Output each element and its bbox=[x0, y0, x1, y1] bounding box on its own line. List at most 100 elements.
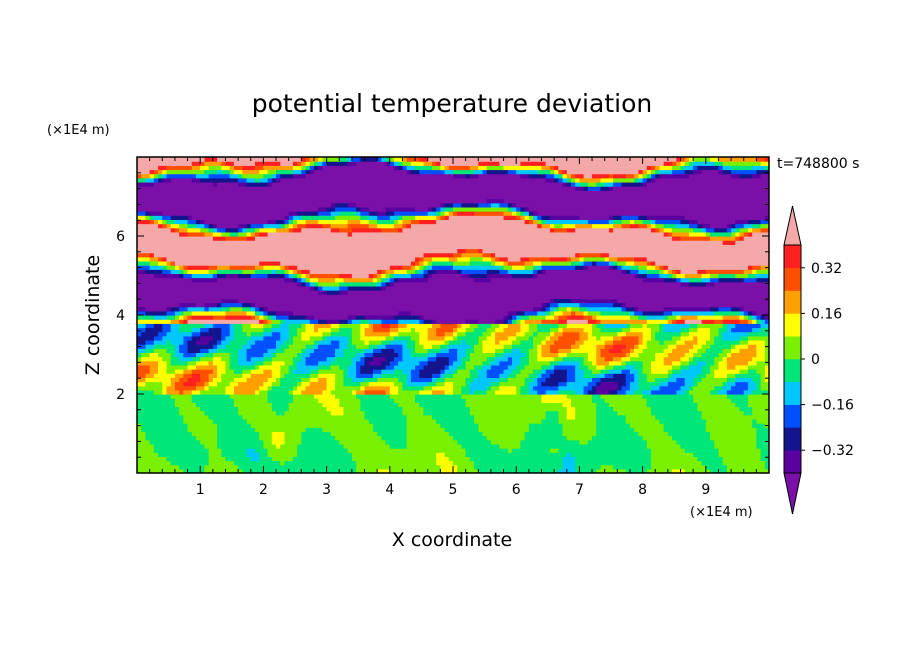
contour-cell bbox=[503, 315, 509, 320]
contour-cell bbox=[756, 369, 766, 374]
contour-cell bbox=[217, 269, 243, 275]
contour-cell bbox=[592, 260, 597, 266]
contour-cell bbox=[457, 348, 467, 354]
contour-cell bbox=[646, 402, 698, 408]
contour-cell bbox=[195, 352, 206, 358]
contour-cell bbox=[233, 402, 273, 408]
contour-cell bbox=[292, 456, 353, 462]
contour-cell bbox=[722, 165, 732, 171]
contour-cell bbox=[267, 219, 277, 225]
contour-cell bbox=[587, 310, 602, 316]
contour-cell bbox=[335, 385, 361, 391]
contour-cell bbox=[229, 306, 243, 312]
contour-cell bbox=[356, 202, 441, 208]
contour-cell bbox=[693, 385, 715, 391]
contour-cell bbox=[318, 211, 332, 216]
contour-cell bbox=[149, 169, 155, 175]
contour-cell bbox=[246, 331, 252, 337]
contour-cell bbox=[250, 373, 273, 378]
contour-cell bbox=[431, 319, 437, 324]
contour-cell bbox=[629, 265, 639, 270]
contour-cell bbox=[322, 157, 340, 162]
contour-cell bbox=[254, 231, 260, 237]
contour-cell bbox=[322, 223, 332, 229]
contour-cell bbox=[646, 344, 669, 349]
contour-cell bbox=[520, 327, 530, 333]
contour-cell bbox=[436, 327, 454, 333]
contour-cell bbox=[381, 273, 387, 279]
contour-cell bbox=[212, 227, 218, 233]
contour-cell bbox=[718, 331, 724, 337]
contour-cell bbox=[638, 315, 648, 320]
colorbar-label: 0 bbox=[811, 352, 820, 368]
contour-cell bbox=[545, 269, 623, 275]
contour-cell bbox=[326, 377, 336, 383]
contour-cell bbox=[621, 269, 627, 275]
contour-cell bbox=[621, 181, 644, 187]
contour-cell bbox=[360, 206, 370, 212]
contour-cell bbox=[183, 369, 193, 374]
contour-cell bbox=[423, 252, 454, 258]
contour-cell bbox=[217, 169, 222, 175]
contour-cell bbox=[760, 373, 766, 378]
contour-cell bbox=[465, 398, 543, 403]
contour-cell bbox=[292, 394, 315, 399]
contour-cell bbox=[217, 369, 227, 374]
contour-cell bbox=[541, 306, 547, 312]
contour-cell bbox=[524, 352, 530, 358]
contour-cell bbox=[651, 448, 686, 453]
contour-cell bbox=[200, 227, 210, 233]
contour-cell bbox=[166, 169, 206, 175]
contour-cell bbox=[267, 452, 298, 457]
contour-cell bbox=[516, 202, 769, 208]
contour-cell bbox=[368, 211, 378, 216]
contour-cell bbox=[718, 448, 762, 453]
contour-cell bbox=[153, 315, 168, 320]
contour-cell bbox=[596, 344, 606, 349]
contour-cell bbox=[427, 265, 433, 270]
contour-cell bbox=[158, 364, 168, 370]
contour-cell bbox=[217, 277, 286, 283]
contour-cell bbox=[351, 231, 665, 237]
contour-cell bbox=[204, 323, 214, 329]
contour-cell bbox=[200, 335, 214, 341]
contour-cell bbox=[398, 327, 412, 333]
contour-cell bbox=[431, 206, 437, 212]
contour-cell bbox=[170, 327, 180, 333]
contour-cell bbox=[330, 389, 353, 395]
contour-cell bbox=[680, 281, 690, 287]
contour-cell bbox=[562, 181, 568, 187]
contour-cell bbox=[137, 173, 142, 179]
contour-cell bbox=[760, 448, 769, 453]
contour-cell bbox=[406, 418, 437, 424]
contour-cell bbox=[137, 273, 155, 279]
contour-cell bbox=[710, 344, 732, 349]
contour-cell bbox=[238, 348, 248, 354]
contour-cell bbox=[608, 369, 623, 374]
contour-cell bbox=[570, 181, 576, 187]
contour-cell bbox=[688, 277, 703, 283]
contour-cell bbox=[533, 211, 538, 216]
contour-cell bbox=[625, 352, 631, 358]
contour-cell bbox=[646, 181, 769, 187]
contour-cell bbox=[221, 373, 243, 378]
contour-cell bbox=[389, 265, 404, 270]
contour-cell bbox=[158, 360, 168, 366]
contour-cell bbox=[174, 348, 180, 354]
contour-cell bbox=[495, 319, 505, 324]
contour-cell bbox=[693, 227, 703, 233]
contour-cell bbox=[638, 269, 648, 275]
contour-cell bbox=[663, 427, 707, 433]
contour-cell bbox=[267, 177, 273, 183]
contour-cell bbox=[254, 364, 260, 370]
contour-cell bbox=[583, 389, 589, 395]
contour-cell bbox=[520, 348, 530, 354]
contour-cell bbox=[263, 381, 273, 387]
contour-cell bbox=[511, 348, 522, 354]
contour-cell bbox=[714, 373, 728, 378]
contour-cell bbox=[444, 202, 454, 208]
contour-cell bbox=[364, 339, 370, 345]
contour-cell bbox=[646, 269, 661, 275]
contour-cell bbox=[191, 431, 218, 437]
contour-cell bbox=[604, 181, 614, 187]
